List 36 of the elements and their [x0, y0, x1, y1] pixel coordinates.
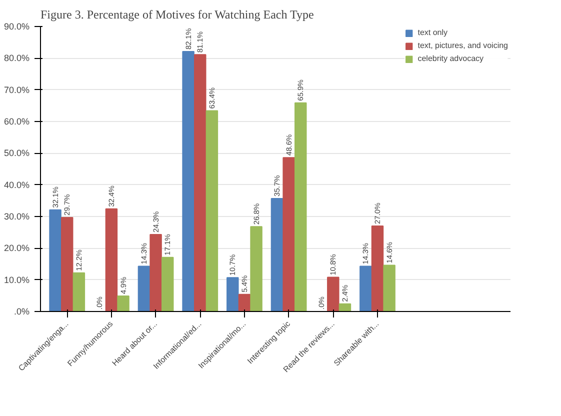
bar: [194, 54, 206, 312]
y-tick-label: 60.0%: [4, 116, 30, 126]
bar: [138, 266, 150, 312]
bar: [161, 256, 174, 312]
y-tick-label: 50.0%: [4, 148, 30, 158]
bar: [282, 157, 295, 312]
y-tick-label: 40.0%: [4, 180, 30, 190]
bar: [360, 266, 372, 312]
legend-label: text only: [418, 28, 448, 37]
bar: [117, 295, 130, 312]
bar: [250, 226, 262, 312]
y-tick-label: .0%: [14, 306, 30, 316]
bar: [72, 272, 86, 312]
bar: [383, 264, 396, 312]
bar: [238, 294, 251, 312]
bar: [49, 209, 62, 312]
y-tick-label: 20.0%: [4, 243, 30, 254]
y-tick-label: 80.0%: [4, 53, 30, 64]
y-tick-label: 10.0%: [4, 274, 30, 285]
y-tick-label: 90.0%: [4, 22, 30, 32]
bar: [371, 226, 384, 312]
y-tick-label: 70.0%: [4, 84, 30, 95]
legend-label: text, pictures, and voicing: [418, 41, 508, 50]
y-tick-label: 30.0%: [4, 212, 30, 222]
legend-label: celebrity advocacy: [418, 54, 484, 63]
bar: [60, 216, 74, 312]
bar: [150, 234, 162, 312]
bar: [182, 51, 194, 312]
bar: [294, 102, 307, 312]
bar: [105, 208, 118, 312]
bar: [206, 110, 218, 312]
bar: [338, 303, 352, 312]
bar: [226, 277, 239, 312]
chart-title: Figure 3. Percentage of Motives for Watching Each Type: [40, 8, 314, 22]
bar: [270, 198, 284, 312]
bar: [327, 276, 340, 312]
